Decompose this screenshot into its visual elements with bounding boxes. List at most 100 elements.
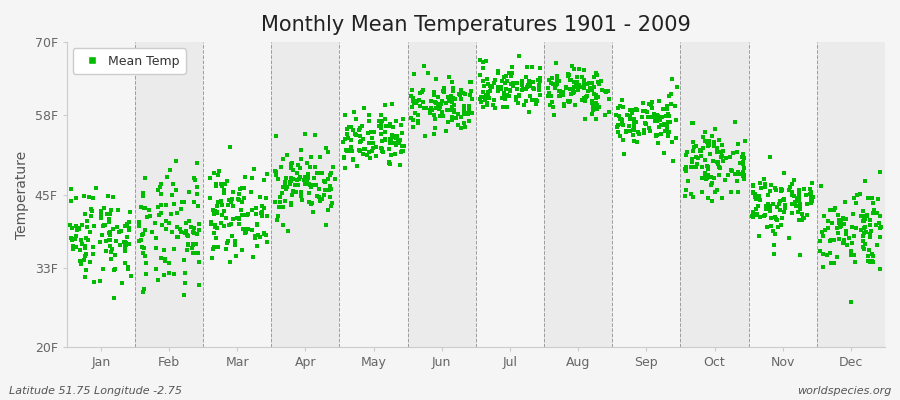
Point: [679, 152, 693, 158]
Point: [148, 235, 163, 241]
Point: [856, 244, 870, 250]
Point: [526, 85, 541, 92]
Point: [318, 178, 332, 185]
Point: [734, 154, 749, 160]
Point: [272, 204, 286, 210]
Point: [481, 88, 495, 95]
Point: [627, 138, 642, 144]
Point: [431, 94, 446, 100]
Point: [654, 131, 669, 137]
Point: [497, 74, 511, 80]
Point: [462, 118, 476, 124]
Point: [872, 234, 886, 240]
Point: [840, 242, 854, 248]
Point: [301, 171, 315, 178]
Point: [698, 170, 712, 177]
Point: [308, 132, 322, 138]
Point: [443, 106, 457, 113]
Point: [752, 192, 767, 199]
Point: [454, 96, 469, 102]
Point: [132, 219, 147, 225]
Point: [229, 238, 243, 244]
Point: [446, 88, 460, 94]
Point: [374, 125, 388, 132]
Point: [746, 189, 760, 196]
Point: [237, 195, 251, 201]
Point: [711, 159, 725, 165]
Point: [374, 146, 389, 152]
Point: [254, 210, 268, 216]
Point: [577, 95, 591, 101]
Point: [803, 186, 817, 192]
Point: [491, 88, 505, 94]
Point: [211, 172, 225, 178]
Point: [557, 103, 572, 109]
Point: [778, 205, 792, 212]
Point: [563, 76, 578, 83]
Point: [714, 154, 728, 160]
Point: [531, 77, 545, 83]
Point: [857, 218, 871, 224]
Point: [702, 138, 716, 145]
Point: [389, 135, 403, 142]
Point: [323, 194, 338, 200]
Point: [213, 197, 228, 204]
Point: [154, 202, 168, 208]
Point: [324, 203, 338, 210]
Point: [485, 101, 500, 108]
Point: [865, 258, 879, 264]
Point: [174, 206, 188, 212]
Point: [410, 98, 424, 104]
Point: [571, 84, 585, 91]
Point: [268, 168, 283, 174]
Point: [169, 234, 184, 241]
Point: [774, 188, 788, 194]
Point: [338, 136, 352, 142]
Point: [481, 81, 495, 88]
Point: [353, 132, 367, 139]
Point: [104, 206, 118, 213]
Point: [763, 188, 778, 194]
Point: [776, 197, 790, 204]
Point: [102, 218, 116, 225]
Point: [238, 229, 253, 235]
Bar: [271, 42, 339, 347]
Point: [642, 101, 656, 107]
Point: [377, 102, 392, 108]
Point: [404, 92, 419, 99]
Point: [595, 87, 609, 93]
Point: [257, 205, 272, 212]
Point: [546, 112, 561, 118]
Point: [302, 181, 317, 188]
Point: [625, 110, 639, 116]
Point: [844, 248, 859, 254]
Point: [823, 238, 837, 244]
Point: [445, 117, 459, 124]
Point: [100, 211, 114, 218]
Point: [708, 189, 723, 195]
Point: [285, 192, 300, 198]
Point: [221, 196, 236, 203]
Point: [491, 84, 505, 91]
Point: [654, 122, 669, 128]
Point: [148, 245, 163, 252]
Point: [705, 180, 719, 186]
Point: [732, 171, 746, 178]
Point: [308, 164, 322, 170]
Point: [148, 220, 163, 226]
Point: [737, 165, 751, 171]
Point: [94, 215, 108, 222]
Point: [829, 225, 843, 232]
Point: [77, 245, 92, 251]
Point: [191, 203, 205, 210]
Point: [78, 234, 93, 241]
Point: [770, 224, 785, 230]
Point: [746, 181, 760, 188]
Point: [653, 117, 668, 123]
Point: [140, 214, 154, 221]
Point: [289, 176, 303, 183]
Point: [160, 174, 175, 180]
Bar: [408, 42, 476, 347]
Point: [336, 139, 350, 146]
Point: [785, 188, 799, 195]
